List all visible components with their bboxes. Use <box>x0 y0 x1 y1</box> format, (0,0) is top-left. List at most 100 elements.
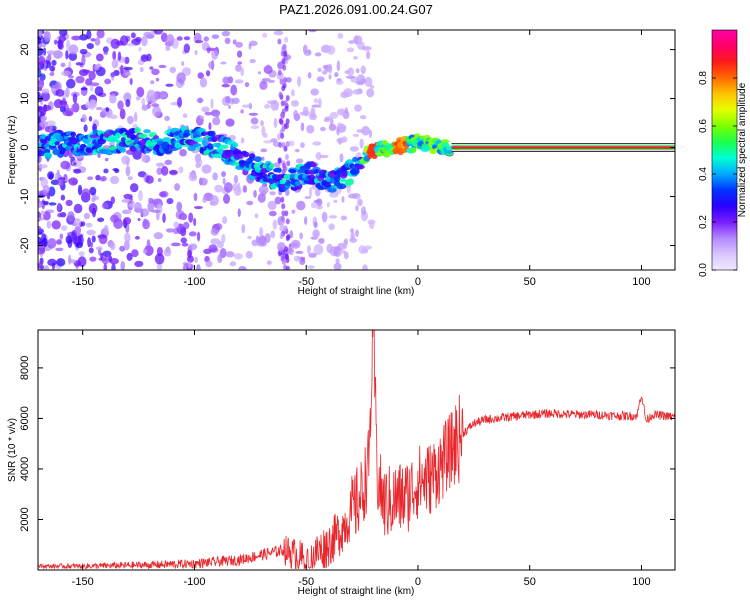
heatmap-speckle <box>273 30 284 36</box>
heatmap-speckle <box>89 85 94 92</box>
heatmap-speckle <box>71 104 77 110</box>
heatmap-speckle <box>102 46 109 53</box>
heatmap-ridge-blob <box>209 130 216 138</box>
heatmap-speckle <box>38 225 42 230</box>
heatmap-speckle <box>95 53 104 62</box>
heatmap-speckle <box>49 65 56 72</box>
heatmap-ridge-blob <box>294 180 301 187</box>
heatmap-speckle <box>359 138 364 149</box>
heatmap-speckle <box>155 162 165 167</box>
heatmap-speckle <box>328 223 335 231</box>
heatmap-speckle <box>280 221 285 231</box>
heatmap-speckle <box>209 201 215 206</box>
heatmap-speckle <box>354 104 362 112</box>
heatmap-speckle <box>370 84 375 89</box>
heatmap-speckle <box>277 157 282 164</box>
snr-x-tick-label: 100 <box>632 576 650 588</box>
heatmap-speckle <box>281 108 286 115</box>
heatmap-ridge-blob <box>272 167 282 173</box>
heatmap-speckle <box>281 210 286 217</box>
heatmap-speckle <box>273 117 278 128</box>
heatmap-ridge-blob <box>288 169 297 174</box>
heatmap-speckle <box>38 78 45 89</box>
colorbar-tick-label: 0.8 <box>698 71 709 85</box>
heatmap-speckle <box>281 203 286 210</box>
heatmap-speckle <box>170 242 181 247</box>
heatmap-speckle <box>355 68 360 74</box>
heatmap-speckle <box>354 35 359 46</box>
heatmap-speckle <box>78 34 89 41</box>
heatmap-speckle <box>196 264 201 270</box>
heatmap-speckle <box>237 61 242 65</box>
heatmap-speckle <box>97 217 105 223</box>
heatmap-ridge-blob <box>120 136 127 143</box>
heatmap-speckle <box>80 221 86 227</box>
heatmap-speckle <box>81 188 91 199</box>
heatmap-speckle <box>285 218 290 225</box>
heatmap-speckle <box>43 211 51 221</box>
snr-y-label: SNR (10 * v/v) <box>7 418 18 482</box>
heatmap-speckle <box>42 185 50 193</box>
heatmap-speckle <box>355 80 365 85</box>
heatmap-speckle <box>343 88 353 98</box>
heatmap-speckle <box>143 218 148 226</box>
heatmap-speckle <box>308 113 318 121</box>
heatmap-speckle <box>284 36 289 43</box>
heatmap-speckle <box>223 194 231 204</box>
heatmap-speckle <box>197 72 204 79</box>
heatmap-speckle <box>352 192 361 200</box>
heatmap-speckle <box>304 195 312 200</box>
heatmap-speckle <box>103 224 109 236</box>
heatmap-ridge-blob <box>341 170 348 177</box>
heatmap-speckle <box>51 59 57 66</box>
heatmap-speckle <box>248 43 252 50</box>
colorbar-tick-label: 0.0 <box>698 263 709 277</box>
heatmap-speckle <box>217 254 223 264</box>
heatmap-speckle <box>281 85 286 92</box>
heatmap-speckle <box>248 102 253 110</box>
heatmap-speckle <box>173 221 180 229</box>
heatmap-speckle <box>283 225 288 232</box>
heatmap-speckle <box>38 36 42 45</box>
heatmap-speckle <box>176 36 183 41</box>
heatmap-speckle <box>126 115 134 125</box>
heatmap-ridge-blob <box>65 145 73 151</box>
heatmap-ridge-blob <box>201 139 208 147</box>
heatmap-speckle <box>336 60 341 72</box>
heatmap-speckle <box>339 153 344 163</box>
heatmap-speckle <box>278 91 283 98</box>
heatmap-speckle <box>51 220 61 230</box>
heatmap-speckle <box>103 263 108 270</box>
heatmap-speckle <box>349 237 358 243</box>
heatmap-ridge-blob <box>233 153 244 160</box>
heatmap-speckle <box>85 222 93 228</box>
heatmap-speckle <box>352 88 363 95</box>
heatmap-speckle <box>347 67 355 77</box>
heatmap-speckle <box>153 30 164 35</box>
heatmap-speckle <box>90 38 96 42</box>
heatmap-speckle <box>328 63 333 74</box>
colorbar-tick-label: 0.2 <box>698 215 709 229</box>
heatmap-speckle <box>65 50 69 60</box>
heatmap-speckle <box>210 228 219 236</box>
heatmap-ridge-blob <box>248 153 256 159</box>
heatmap-speckle <box>318 238 325 244</box>
heatmap-speckle <box>285 77 292 83</box>
heatmap-speckle <box>102 250 112 257</box>
heatmap-ridge-blob <box>336 183 347 190</box>
heatmap-speckle <box>335 80 344 85</box>
heatmap-speckle <box>151 198 162 203</box>
heatmap-ridge-blob <box>354 164 365 170</box>
heatmap-speckle <box>262 32 268 38</box>
spectrogram-x-tick-label: -100 <box>183 276 205 288</box>
heatmap-speckle <box>293 109 299 119</box>
heatmap-speckle <box>199 177 208 186</box>
heatmap-speckle <box>267 200 277 210</box>
heatmap-speckle <box>89 241 94 248</box>
heatmap-ridge-blob <box>70 131 77 138</box>
heatmap-speckle <box>284 154 289 161</box>
heatmap-speckle <box>39 107 47 117</box>
heatmap-speckle <box>111 59 119 69</box>
heatmap-speckle <box>319 126 326 132</box>
heatmap-speckle <box>55 247 64 252</box>
